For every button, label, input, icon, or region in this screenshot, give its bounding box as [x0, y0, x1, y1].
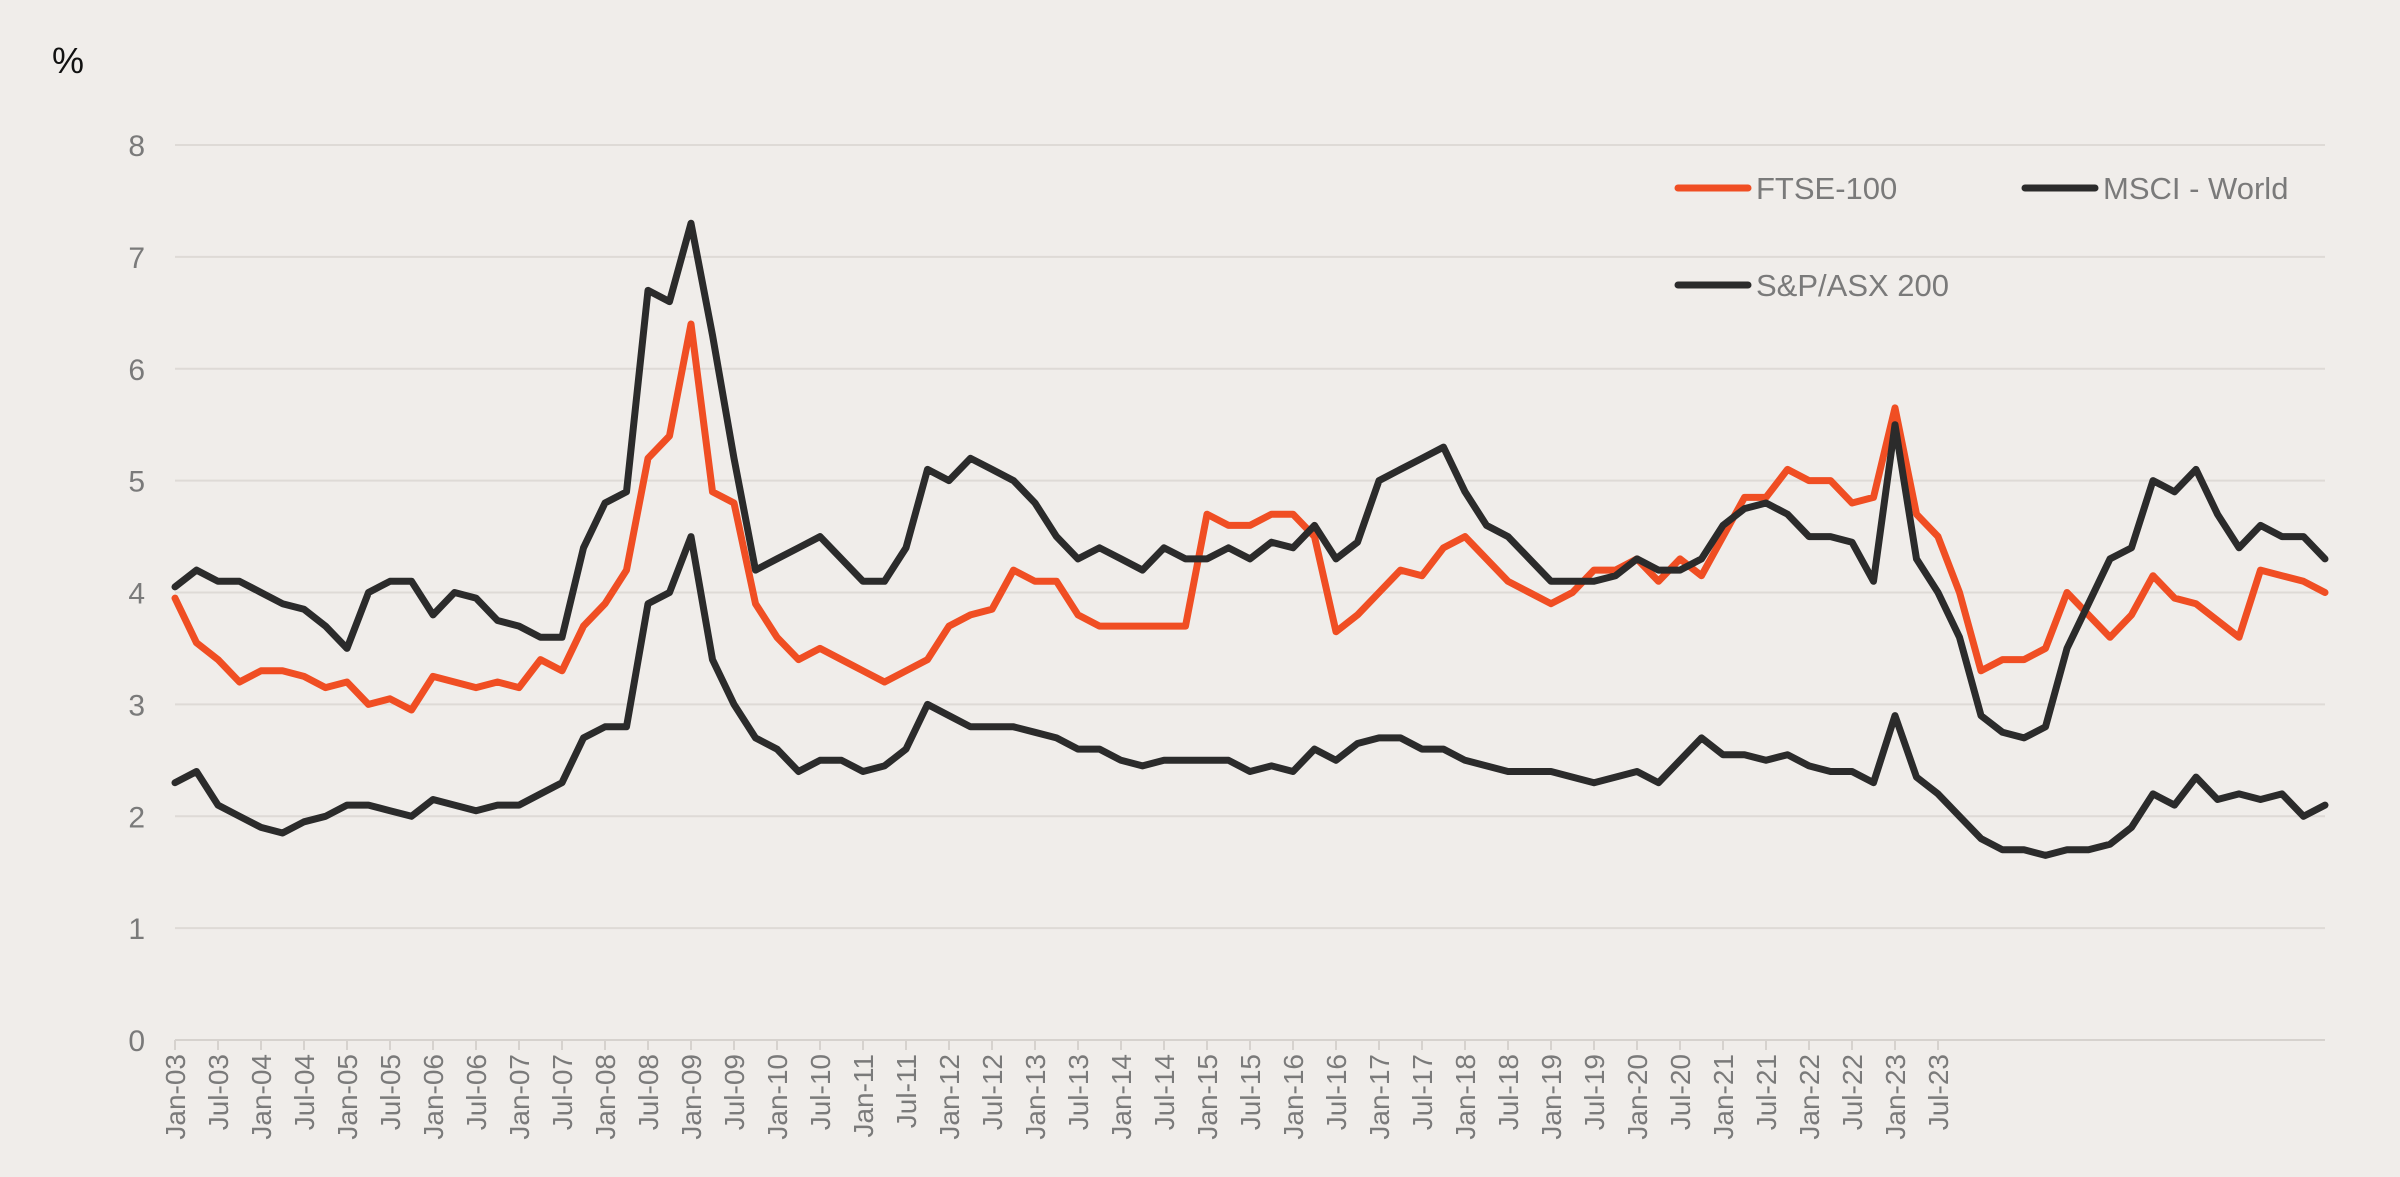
y-tick-label: 5	[128, 466, 145, 499]
x-tick-label: Jul-11	[891, 1054, 922, 1128]
x-tick-label: Jan-05	[332, 1054, 363, 1140]
x-tick-label: Jan-19	[1536, 1054, 1567, 1140]
y-tick-label: 1	[128, 913, 145, 946]
x-tick-label: Jan-23	[1880, 1054, 1911, 1140]
y-tick-label: 8	[128, 130, 145, 163]
x-tick-label: Jul-19	[1579, 1054, 1610, 1130]
y-tick-label: 3	[128, 689, 145, 722]
legend-label: S&P/ASX 200	[1756, 268, 1949, 303]
x-tick-label: Jan-22	[1794, 1054, 1825, 1140]
x-tick-label: Jul-09	[719, 1054, 750, 1130]
series-line-msci-world	[171, 219, 2329, 742]
gridlines	[175, 144, 2325, 1041]
x-tick-label: Jan-04	[246, 1054, 277, 1140]
series-line-ftse-100	[171, 320, 2329, 714]
x-tick-label: Jul-12	[977, 1054, 1008, 1130]
x-tick-label: Jan-17	[1364, 1054, 1395, 1140]
x-tick-label: Jul-22	[1837, 1054, 1868, 1130]
x-tick-label: Jul-16	[1321, 1054, 1352, 1130]
x-tick-label: Jan-06	[418, 1054, 449, 1140]
x-tick-label: Jan-15	[1192, 1054, 1223, 1140]
y-tick-label: 4	[128, 578, 145, 611]
y-tick-label: 0	[128, 1025, 145, 1058]
series-line-s-p-asx-200	[171, 533, 2329, 859]
x-tick-label: Jul-18	[1493, 1054, 1524, 1130]
series-lines	[171, 219, 2329, 859]
legend-label: FTSE-100	[1756, 171, 1897, 206]
x-tick-label: Jan-21	[1708, 1054, 1739, 1140]
y-axis-ticks: 0 1 2 3 4 5 6 7 8	[128, 130, 145, 1058]
x-tick-label: Jan-09	[676, 1054, 707, 1140]
y-tick-label: 2	[128, 801, 145, 834]
x-tick-label: Jul-21	[1751, 1054, 1782, 1130]
x-tick-label: Jul-10	[805, 1054, 836, 1130]
x-tick-label: Jan-20	[1622, 1054, 1653, 1140]
x-tick-label: Jul-03	[203, 1054, 234, 1130]
y-tick-label: 7	[128, 242, 145, 275]
x-tick-label: Jan-10	[762, 1054, 793, 1140]
x-tick-label: Jul-20	[1665, 1054, 1696, 1130]
legend-label: MSCI - World	[2103, 171, 2288, 206]
x-tick-label: Jul-05	[375, 1054, 406, 1130]
x-tick-label: Jan-08	[590, 1054, 621, 1140]
legend: FTSE-100 MSCI - World S&P/ASX 200	[1674, 171, 2288, 303]
x-tick-label: Jul-13	[1063, 1054, 1094, 1130]
x-axis-ticks: Jan-03 Jul-03 Jan-04 Jul-04 Jan-05 Jul-05 Jan-…	[160, 1040, 1954, 1140]
x-tick-label: Jan-18	[1450, 1054, 1481, 1140]
x-tick-label: Jul-07	[547, 1054, 578, 1130]
y-tick-label: 6	[128, 354, 145, 387]
y-axis-unit-label: %	[52, 40, 84, 81]
x-tick-label: Jan-16	[1278, 1054, 1309, 1140]
x-tick-label: Jan-12	[934, 1054, 965, 1140]
x-tick-label: Jul-23	[1923, 1054, 1954, 1130]
x-tick-label: Jul-15	[1235, 1054, 1266, 1130]
x-tick-label: Jan-07	[504, 1054, 535, 1140]
x-tick-label: Jul-06	[461, 1054, 492, 1130]
x-tick-label: Jul-04	[289, 1054, 320, 1130]
x-tick-label: Jan-13	[1020, 1054, 1051, 1140]
x-tick-label: Jul-14	[1149, 1054, 1180, 1130]
x-tick-label: Jul-17	[1407, 1054, 1438, 1130]
x-tick-label: Jan-03	[160, 1054, 191, 1140]
x-tick-label: Jan-14	[1106, 1054, 1137, 1140]
x-tick-label: Jul-08	[633, 1054, 664, 1130]
x-tick-label: Jan-11	[848, 1054, 879, 1138]
